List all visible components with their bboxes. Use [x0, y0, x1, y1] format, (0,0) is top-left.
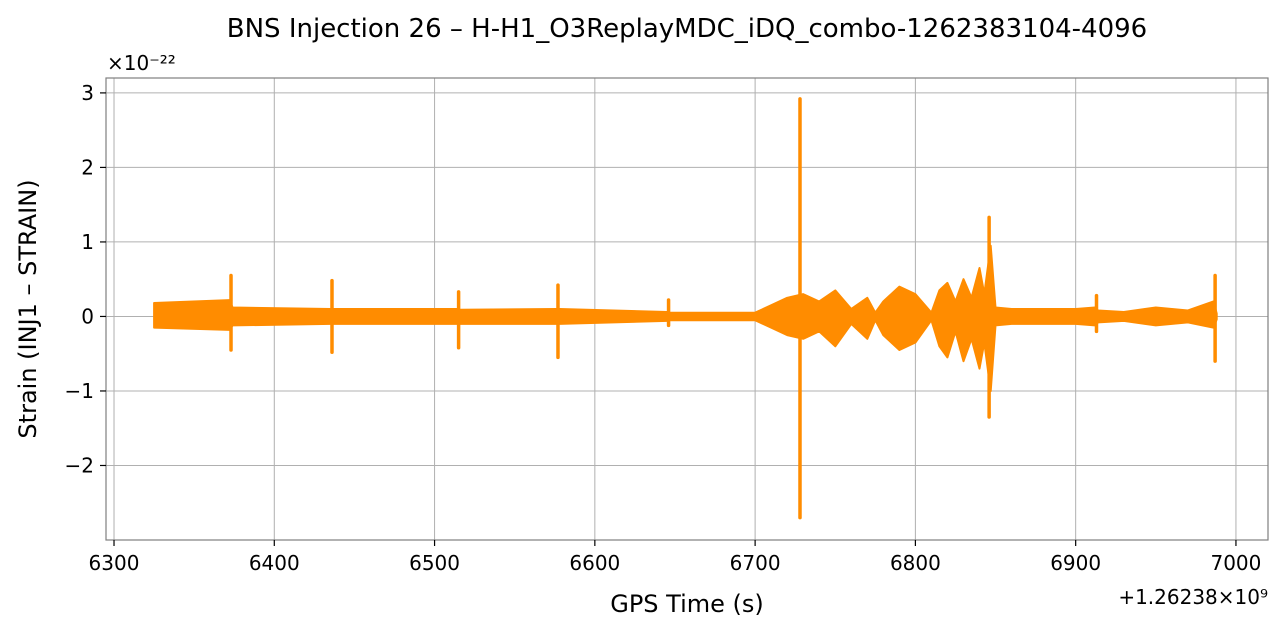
- y-axis: −2 −1 0 1 2 3: [65, 81, 106, 477]
- x-tick-label: 6300: [89, 551, 140, 575]
- chart-title: BNS Injection 26 – H-H1_O3ReplayMDC_iDQ_…: [227, 14, 1147, 44]
- x-offset-label: +1.26238×10⁹: [1118, 585, 1268, 609]
- y-tick-label: −2: [65, 453, 94, 477]
- x-axis-label: GPS Time (s): [610, 590, 764, 618]
- x-tick-label: 6700: [730, 551, 781, 575]
- series-spikes: [229, 97, 1217, 520]
- x-tick-label: 6600: [569, 551, 620, 575]
- y-tick-label: 2: [81, 155, 94, 179]
- y-tick-label: −1: [65, 379, 94, 403]
- x-tick-label: 6900: [1050, 551, 1101, 575]
- x-tick-label: 6400: [249, 551, 300, 575]
- x-tick-label: 7000: [1210, 551, 1261, 575]
- y-tick-label: 1: [81, 230, 94, 254]
- plot-frame: [105, 77, 1269, 541]
- x-axis: 6300 6400 6500 6600 6700 6800 6900 7000: [89, 540, 1261, 575]
- x-tick-label: 6500: [409, 551, 460, 575]
- y-scale-label: ×10⁻²²: [107, 51, 176, 75]
- y-tick-label: 3: [81, 81, 94, 105]
- y-tick-label: 0: [81, 304, 94, 328]
- series-strain: [153, 244, 1218, 392]
- y-axis-label: Strain (INJ1 – STRAIN): [14, 179, 42, 438]
- strain-envelope: [153, 244, 1218, 392]
- x-tick-label: 6800: [890, 551, 941, 575]
